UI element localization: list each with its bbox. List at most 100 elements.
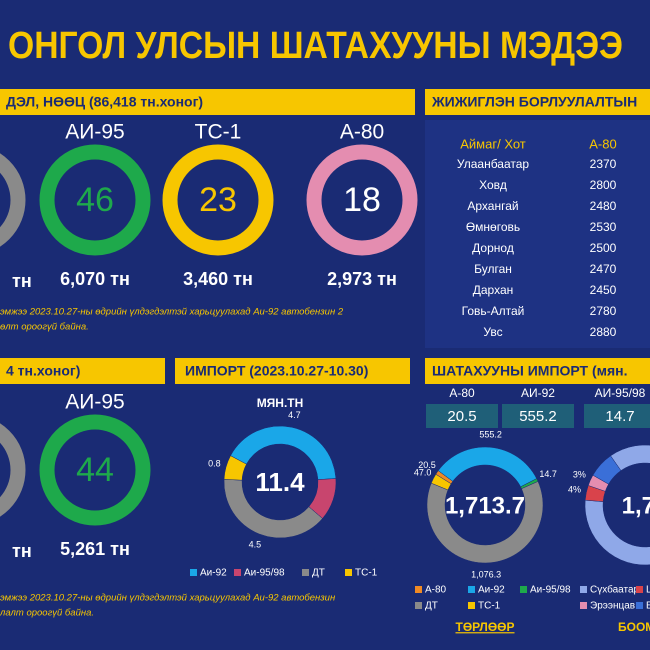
- chart-footer: БООМ: [618, 620, 650, 634]
- legend-label: ДТ: [312, 568, 325, 579]
- amount: 3,460 тн: [183, 269, 253, 289]
- table-cell: 2780: [590, 304, 617, 318]
- legend-label: Б: [646, 601, 650, 612]
- legend-swatch: [580, 602, 587, 609]
- ring-value: 18: [343, 181, 381, 219]
- legend-label: Аи-92: [478, 585, 505, 596]
- donut-segment: [223, 455, 247, 481]
- table-cell: 2450: [590, 283, 617, 297]
- legend-label: Сүхбаатар: [590, 584, 640, 596]
- legend-label: ТС-1: [355, 568, 378, 579]
- legend-swatch: [636, 602, 643, 609]
- donut-segment: [426, 481, 544, 564]
- value-box: [502, 404, 574, 428]
- chart-subtitle: МЯН.ТН: [257, 396, 304, 410]
- section-header: 4 тн.хоног): [6, 363, 80, 379]
- amount: 5,261 тн: [60, 539, 130, 559]
- legend-label: Эрээнцав: [590, 601, 635, 612]
- value-box: [584, 404, 650, 428]
- note: өлт ороогүй байна.: [0, 322, 89, 333]
- data-label: 1,076.3: [471, 569, 501, 579]
- box-label: АИ-95/98: [595, 386, 646, 400]
- legend-swatch: [302, 569, 309, 576]
- ring-label: АИ-95: [65, 121, 124, 144]
- amount: 6,070 тн: [60, 269, 130, 289]
- table-cell: Булган: [474, 262, 512, 276]
- donut-center: 11.4: [255, 467, 305, 497]
- table-cell: Улаанбаатар: [457, 157, 530, 171]
- legend-swatch: [415, 586, 422, 593]
- table-cell: 2880: [590, 325, 617, 339]
- table-cell: 2370: [590, 157, 617, 171]
- donut-segment: [584, 444, 650, 566]
- legend-swatch: [468, 602, 475, 609]
- note: эмжээ 2023.10.27-ны өдрийн үлдэгдэлтэй х…: [0, 307, 344, 318]
- amount: 2,973 тн: [327, 269, 397, 289]
- donut-segment: [592, 455, 622, 485]
- legend-swatch: [580, 586, 587, 593]
- page-title: ОНГОЛ УЛСЫН ШАТАХУУНЫ МЭДЭЭ: [8, 25, 623, 67]
- ring: [306, 144, 418, 256]
- box-value: 20.5: [447, 408, 476, 425]
- data-label: 555.2: [479, 430, 502, 440]
- table-cell: Ховд: [479, 178, 507, 192]
- data-label: 0.8: [208, 458, 221, 468]
- legend-label: Ц: [646, 585, 650, 596]
- table-cell: 2470: [590, 262, 617, 276]
- data-label: 4%: [568, 485, 581, 495]
- legend-label: ТС-1: [478, 601, 501, 612]
- legend-label: ДТ: [425, 601, 438, 612]
- amount: тн: [12, 271, 32, 291]
- data-label: 4.7: [288, 410, 301, 420]
- chart-footer: ТӨРЛӨӨР: [455, 620, 514, 634]
- table-cell: Архангай: [467, 199, 518, 213]
- table-cell: 2480: [590, 199, 617, 213]
- header-bar: [0, 89, 415, 115]
- ring-label: ТС-1: [195, 121, 242, 144]
- legend-label: А-80: [425, 585, 447, 596]
- column-header: Аймаг/ Хот: [460, 136, 526, 151]
- donut-center: 1,71: [622, 492, 650, 519]
- value-box: [426, 404, 498, 428]
- legend-swatch: [636, 586, 643, 593]
- section-header: ИМПОРТ (2023.10.27-10.30): [185, 363, 368, 379]
- box-label: А-80: [449, 386, 475, 400]
- ring-value: 46: [76, 181, 114, 219]
- table-cell: Увс: [483, 325, 502, 339]
- legend-swatch: [345, 569, 352, 576]
- section-header: ДЭЛ, НӨӨЦ (86,418 тн.хоног): [6, 94, 203, 110]
- legend-swatch: [234, 569, 241, 576]
- section-header: ЖИЖИГЛЭН БОРЛУУЛАЛТЫН: [431, 94, 637, 110]
- box-value: 555.2: [519, 408, 557, 425]
- data-label: 20.5: [418, 460, 436, 470]
- table-cell: Говь-Алтай: [462, 304, 525, 318]
- table-cell: 2530: [590, 220, 617, 234]
- donut-center: 1,713.7: [445, 492, 525, 519]
- table-cell: Өмнөговь: [466, 220, 520, 234]
- box-value: 14.7: [605, 408, 634, 425]
- legend-swatch: [190, 569, 197, 576]
- column-header: А-80: [589, 136, 616, 151]
- legend-swatch: [415, 602, 422, 609]
- data-label: 3%: [573, 470, 586, 480]
- legend-label: Аи-95/98: [530, 585, 571, 596]
- legend-label: Аи-92: [200, 568, 227, 579]
- note: лалт ороогүй байна.: [0, 608, 94, 619]
- ring: [0, 153, 26, 247]
- table-cell: 2800: [590, 178, 617, 192]
- ring-label: АИ-95: [65, 391, 124, 414]
- ring-label: А-80: [340, 121, 384, 144]
- ring: [0, 423, 26, 517]
- table-cell: Дархан: [473, 283, 514, 297]
- section-header: ШАТАХУУНЫ ИМПОРТ (мян.: [432, 363, 628, 379]
- amount: тн: [12, 541, 32, 561]
- ring: [162, 144, 274, 256]
- header-bar: [0, 358, 165, 384]
- table-panel: [425, 120, 650, 348]
- header-bar: [425, 89, 650, 115]
- donut-segment: [430, 473, 452, 491]
- table-cell: Дорнод: [472, 241, 514, 255]
- data-label: 4.5: [249, 540, 262, 550]
- note: эмжээ 2023.10.27-ны өдрийн үлдэгдэлтэй х…: [0, 593, 336, 604]
- legend-label: Аи-95/98: [244, 568, 285, 579]
